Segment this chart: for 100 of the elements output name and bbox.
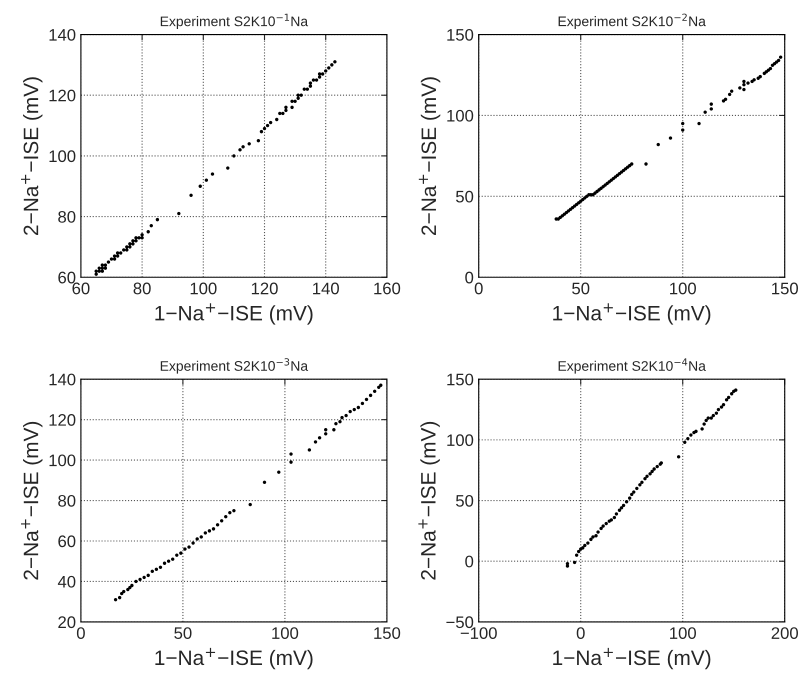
point	[318, 436, 322, 440]
point	[624, 500, 628, 504]
point	[248, 502, 252, 506]
point	[314, 440, 318, 444]
y-tick-label: 100	[50, 150, 76, 162]
x-axis-title: 1−Na$^{+}$−ISE (mV)	[553, 648, 710, 670]
point	[208, 529, 212, 533]
y-tick-label: 100	[447, 434, 474, 446]
x-tick-label: 100	[670, 282, 696, 294]
y-axis-title: 2−Na$^{+}$−ISE (mV)	[21, 422, 42, 580]
point	[289, 460, 293, 464]
point	[324, 432, 328, 436]
point	[704, 418, 708, 422]
y-tick-label: 140	[50, 374, 76, 386]
point	[612, 516, 616, 520]
point	[142, 576, 146, 580]
point	[640, 480, 644, 484]
point	[601, 524, 605, 528]
y-axis-title: 2−Na$^{+}$−ISE (mV)	[418, 77, 440, 235]
point	[338, 420, 342, 424]
point	[706, 416, 710, 420]
point	[277, 470, 280, 474]
point	[352, 408, 356, 412]
point	[175, 553, 178, 557]
point	[204, 531, 208, 535]
x-tick-label: 60	[72, 282, 90, 294]
chart-title: Experiment S2K10$^{−1}$Na	[160, 14, 308, 30]
x-axis-title: 1−Na$^{+}$−ISE (mV)	[155, 648, 313, 670]
y-tick-label: 150	[447, 28, 474, 41]
point	[572, 560, 576, 564]
x-axis-title: 1−Na$^{+}$−ISE (mV)	[155, 303, 313, 325]
point	[614, 512, 618, 516]
y-tick-label: −50	[446, 616, 474, 628]
point	[710, 416, 713, 420]
x-tick-label: 50	[174, 627, 192, 640]
point	[720, 405, 724, 409]
point	[191, 541, 195, 545]
point	[714, 411, 718, 415]
point	[700, 427, 704, 431]
y-tick-label: 120	[50, 90, 76, 102]
y-tick-label: 50	[456, 494, 474, 507]
point	[730, 392, 734, 396]
x-tick-label: 0	[474, 282, 483, 294]
x-tick-label: 200	[772, 627, 798, 640]
point	[589, 538, 593, 542]
point	[183, 547, 187, 551]
point	[722, 402, 726, 406]
point	[128, 586, 132, 590]
y-tick-label: 60	[58, 535, 76, 548]
point	[372, 390, 376, 394]
point	[154, 568, 158, 572]
point	[379, 384, 382, 387]
y-tick-label: 0	[465, 272, 474, 284]
point	[566, 562, 570, 566]
point	[604, 522, 608, 526]
point	[114, 598, 118, 602]
y-tick-label: 80	[58, 210, 76, 223]
x-tick-label: 0	[76, 627, 85, 640]
point	[356, 406, 360, 410]
x-axis-title: 1−Na$^{+}$−ISE (mV)	[553, 303, 710, 325]
point	[212, 527, 216, 531]
point	[652, 467, 656, 471]
point	[150, 570, 154, 574]
point	[195, 537, 199, 541]
point	[650, 470, 654, 474]
chart-title: Experiment S2K10$^{−2}$Na	[558, 14, 706, 29]
x-tick-label: −100	[460, 627, 497, 640]
x-tick-label: 0	[576, 627, 585, 640]
point	[586, 541, 590, 545]
point	[712, 414, 716, 418]
x-tick-label: 50	[572, 282, 590, 294]
point	[122, 590, 126, 594]
x-tick-label: 100	[670, 627, 696, 640]
point	[360, 402, 364, 406]
point	[232, 508, 236, 512]
point	[574, 553, 578, 557]
point	[618, 508, 622, 512]
point	[220, 519, 224, 522]
point	[118, 596, 122, 600]
point	[628, 496, 632, 500]
point	[596, 530, 600, 534]
point	[216, 523, 220, 527]
y-axis-title: 2−Na$^{+}$−ISE (mV)	[418, 422, 440, 580]
y-tick-label: 50	[456, 190, 474, 203]
point	[683, 440, 686, 444]
y-tick-label: 120	[50, 414, 76, 426]
point	[726, 396, 730, 400]
point	[610, 518, 614, 522]
point	[632, 490, 636, 494]
y-tick-label: 150	[447, 374, 474, 386]
point	[120, 592, 124, 596]
point	[620, 506, 624, 510]
point	[348, 410, 352, 414]
y-tick-label: 60	[58, 272, 76, 284]
point	[686, 436, 690, 440]
point	[158, 566, 162, 569]
point	[635, 486, 639, 490]
point	[262, 480, 266, 484]
chart-title: Experiment S2K10$^{−4}$Na	[558, 358, 706, 374]
point	[130, 584, 134, 588]
